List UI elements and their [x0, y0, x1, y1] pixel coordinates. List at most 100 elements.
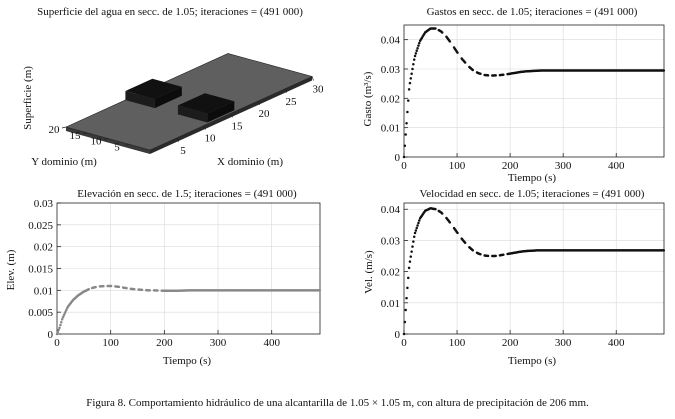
velocidad-point [494, 254, 497, 258]
velocidad-point [486, 254, 490, 258]
surface-xlabel: X dominio (m) [217, 156, 283, 168]
gastos-point [412, 63, 415, 66]
elevacion-point [55, 332, 59, 336]
elevacion-point [156, 289, 159, 292]
velocidad-point [448, 221, 452, 224]
gastos-point [471, 68, 475, 72]
elevacion-xtick-label: 0 [54, 337, 60, 349]
gastos-point [411, 67, 414, 71]
surface-ytick [82, 132, 88, 135]
gastos-series [402, 27, 666, 159]
velocidad-xtick-label: 100 [449, 337, 466, 349]
surface-ytick [103, 138, 109, 140]
velocidad-xtick-label: 300 [555, 337, 572, 349]
gastos-xtick-label: 100 [449, 160, 466, 172]
gastos-point [448, 40, 452, 43]
elevacion-ytick-label: 0.02 [34, 242, 53, 254]
elevacion-xtick-label: 300 [210, 337, 227, 349]
elevacion-ytick-label: 0 [48, 329, 54, 341]
gastos-point [408, 81, 412, 85]
gastos-xtick-label: 0 [401, 160, 407, 172]
velocidad-point [413, 231, 417, 235]
gastos-ytick-label: 0.03 [381, 64, 401, 76]
velocidad-point [417, 221, 420, 225]
elevacion-xtick-label: 400 [263, 337, 280, 349]
surface-plane-side [150, 76, 312, 154]
surface-xtick [257, 100, 260, 106]
surface-xtick [284, 88, 287, 93]
figure-caption: Figura 8. Comportamiento hidráulico de u… [86, 397, 589, 409]
surface-xtick [230, 113, 233, 118]
surface-block-front-side [177, 105, 208, 123]
surface-xtick-label: 5 [180, 145, 186, 157]
velocidad-xtick-label: 400 [608, 337, 625, 349]
gastos-point [434, 27, 437, 30]
velocidad-frame [403, 202, 665, 335]
gastos-point [405, 121, 408, 125]
surface-block-front-top [177, 93, 235, 114]
gastos-xtick-label: 200 [502, 160, 519, 172]
velocidad-ytick-label: 0.03 [381, 235, 401, 247]
gastos-point [414, 52, 418, 55]
elevacion-point [60, 320, 63, 324]
surface-block-front-front [207, 101, 235, 123]
velocidad-xtick-label: 0 [401, 337, 407, 349]
surface-plane-side [66, 127, 150, 154]
surface-xtick-label: 20 [259, 108, 271, 120]
surface-ytick-label: 20 [49, 124, 61, 136]
elevacion-ylabel: Elev. (m) [5, 249, 17, 290]
surface-block-back-front [154, 86, 182, 109]
gastos-point [406, 110, 409, 114]
velocidad-point [405, 296, 408, 300]
surface-ytick-label: 15 [70, 130, 82, 142]
surface-block-back-side [125, 91, 155, 109]
velocidad-point [408, 260, 412, 263]
gastos-point [417, 44, 420, 47]
velocidad-point [407, 266, 411, 270]
elevacion-point [65, 308, 68, 312]
gastos-title: Gastos en secc. de 1.05; iteraciones = (… [427, 6, 638, 18]
elevacion-point [57, 328, 60, 332]
velocidad-plot: 0 100 200 300 400 0 0.01 0.02 0.03 0.04 [381, 202, 666, 349]
gastos-point [486, 74, 490, 77]
surface-zlabel: Superficie (m) [22, 66, 34, 130]
velocidad-point [410, 250, 413, 253]
gastos-point [662, 69, 666, 72]
gastos-ytick-label: 0.04 [381, 35, 401, 47]
elevacion-panel: Elevación en secc. de 1.5; iteraciones =… [5, 188, 322, 367]
elevacion-ytick-label: 0.005 [28, 307, 53, 319]
gastos-point [502, 73, 505, 76]
surface-title: Superficie del agua en secc. de 1.05; it… [37, 6, 303, 18]
velocidad-xlabel: Tiempo (s) [508, 355, 557, 367]
gastos-point [415, 49, 418, 53]
velocidad-point [414, 229, 418, 232]
elevacion-plot: 0 100 200 300 400 0 0.005 0.01 0.015 0.02 0.025 0.0… [28, 198, 322, 349]
elevacion-point [87, 287, 91, 291]
elevacion-point [58, 326, 61, 329]
surface-panel: Superficie del agua en secc. de 1.05; it… [22, 6, 324, 168]
gastos-point [412, 58, 416, 61]
elevacion-point [148, 289, 151, 292]
gastos-frame [403, 24, 665, 158]
gastos-point [494, 74, 497, 77]
gastos-point [409, 77, 413, 80]
elevacion-point [63, 312, 66, 315]
gastos-point [418, 41, 421, 45]
velocidad-point [402, 332, 406, 336]
elevacion-point [318, 289, 322, 292]
velocidad-point [416, 224, 419, 227]
velocidad-point [456, 231, 459, 235]
velocidad-point [479, 253, 482, 256]
surface-xtick-label: 10 [205, 133, 217, 145]
elevacion-point [56, 330, 60, 334]
gastos-point [456, 51, 459, 54]
velocidad-point [404, 308, 407, 312]
surface-xtick [176, 137, 179, 142]
velocidad-point [502, 253, 505, 256]
gastos-point [463, 61, 467, 64]
velocidad-point [662, 249, 666, 252]
elevacion-point [62, 314, 66, 317]
gastos-point [440, 31, 444, 34]
velocidad-point [409, 255, 413, 258]
gastos-point [410, 72, 413, 75]
